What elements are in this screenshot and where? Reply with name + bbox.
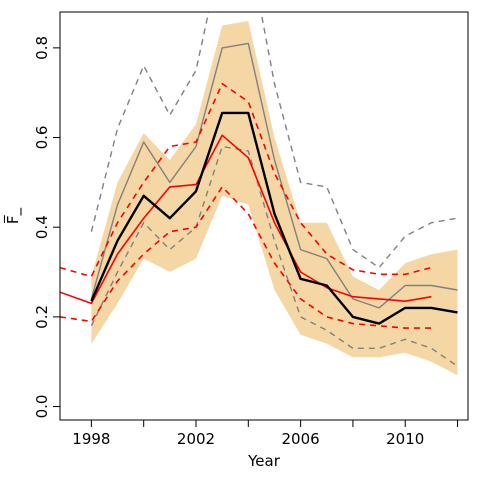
x-tick-label: 2002 bbox=[177, 430, 215, 448]
y-tick-label: 0.4 bbox=[33, 215, 51, 239]
plot-area bbox=[60, 12, 458, 376]
y-tick-label: 0.6 bbox=[33, 126, 51, 150]
series-line-4 bbox=[60, 134, 432, 305]
series-line-1 bbox=[90, 42, 458, 309]
y-axis-label: F̅_ bbox=[3, 207, 23, 224]
y-tick-label: 0.0 bbox=[33, 395, 51, 419]
series-line-7 bbox=[90, 111, 458, 325]
x-tick-label: 2006 bbox=[282, 430, 320, 448]
series-line-2 bbox=[90, 12, 458, 269]
series-line-5 bbox=[60, 82, 432, 278]
y-tick-label: 0.2 bbox=[33, 305, 51, 329]
x-axis: 1998 2002 2006 2010 bbox=[72, 419, 459, 448]
series-line-6 bbox=[60, 186, 432, 329]
y-axis: 0.0 0.2 0.4 0.6 0.8 bbox=[33, 36, 60, 418]
y-tick-label: 0.8 bbox=[33, 36, 51, 60]
x-tick-label: 2010 bbox=[386, 430, 424, 448]
x-tick-label: 1998 bbox=[72, 430, 110, 448]
x-axis-label: Year bbox=[247, 452, 281, 470]
confidence-band bbox=[91, 21, 458, 376]
